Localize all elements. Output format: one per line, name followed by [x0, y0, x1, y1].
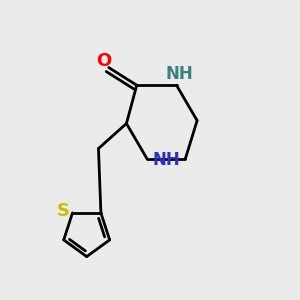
Text: O: O: [96, 52, 111, 70]
Text: NH: NH: [166, 65, 193, 83]
Text: S: S: [57, 202, 70, 220]
Text: NH: NH: [152, 151, 180, 169]
